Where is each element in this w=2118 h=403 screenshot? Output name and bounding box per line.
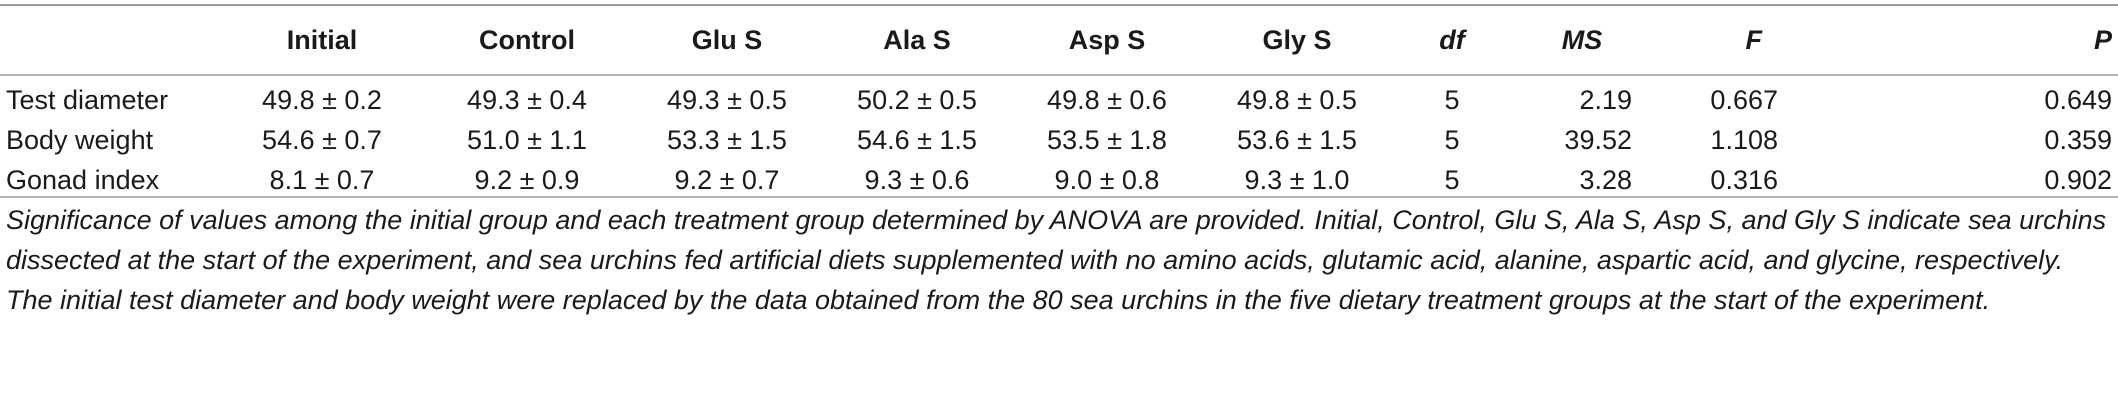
cell-control: 9.2 ± 0.9 <box>474 164 580 195</box>
table-top-rule <box>0 4 2118 6</box>
cell-ala-s: 54.6 ± 1.5 <box>857 124 977 155</box>
cell-f: 1.108 <box>1710 124 1778 155</box>
header-control: Control <box>479 24 575 55</box>
cell-asp-s: 9.0 ± 0.8 <box>1054 164 1160 195</box>
cell-df: 5 <box>1444 84 1460 115</box>
header-f: F <box>1745 24 1763 55</box>
header-asp-s: Asp S <box>1068 24 1146 55</box>
cell-p: 0.649 <box>2044 84 2112 115</box>
header-df: df <box>1439 24 1465 55</box>
cell-p: 0.902 <box>2044 164 2112 195</box>
header-glu-s: Glu S <box>691 24 763 55</box>
cell-control: 49.3 ± 0.4 <box>467 84 587 115</box>
cell-gly-s: 53.6 ± 1.5 <box>1237 124 1357 155</box>
cell-ms: 39.52 <box>1564 124 1632 155</box>
row-label: Body weight <box>6 124 154 155</box>
header-ms: MS <box>1561 24 1603 55</box>
table-row-gonad-index: Gonad index 8.1 ± 0.7 9.2 ± 0.9 9.2 ± 0.… <box>0 160 2118 200</box>
cell-ms: 2.19 <box>1579 84 1632 115</box>
header-ala-s: Ala S <box>883 24 951 55</box>
header-initial: Initial <box>286 24 358 55</box>
anova-table: Initial Control Glu S Ala S Asp S Gly S … <box>0 6 2118 200</box>
cell-ala-s: 50.2 ± 0.5 <box>857 84 977 115</box>
cell-df: 5 <box>1444 164 1460 195</box>
cell-initial: 49.8 ± 0.2 <box>262 84 382 115</box>
header-divider-rule <box>0 74 2118 76</box>
cell-asp-s: 49.8 ± 0.6 <box>1047 84 1167 115</box>
cell-control: 51.0 ± 1.1 <box>467 124 587 155</box>
cell-glu-s: 53.3 ± 1.5 <box>667 124 787 155</box>
header-p: P <box>2093 24 2112 55</box>
cell-glu-s: 49.3 ± 0.5 <box>667 84 787 115</box>
header-row-label <box>0 6 222 74</box>
cell-df: 5 <box>1444 124 1460 155</box>
header-gly-s: Gly S <box>1262 24 1332 55</box>
table-row-body-weight: Body weight 54.6 ± 0.7 51.0 ± 1.1 53.3 ±… <box>0 120 2118 160</box>
table-header-row: Initial Control Glu S Ala S Asp S Gly S … <box>0 6 2118 74</box>
row-label: Test diameter <box>6 84 169 115</box>
cell-asp-s: 53.5 ± 1.8 <box>1047 124 1167 155</box>
cell-initial: 54.6 ± 0.7 <box>262 124 382 155</box>
cell-ms: 3.28 <box>1579 164 1632 195</box>
cell-gly-s: 49.8 ± 0.5 <box>1237 84 1357 115</box>
table-bottom-rule <box>0 196 2118 198</box>
cell-ala-s: 9.3 ± 0.6 <box>864 164 970 195</box>
cell-p: 0.359 <box>2044 124 2112 155</box>
row-label: Gonad index <box>6 164 160 195</box>
cell-gly-s: 9.3 ± 1.0 <box>1244 164 1350 195</box>
cell-initial: 8.1 ± 0.7 <box>269 164 375 195</box>
cell-f: 0.667 <box>1710 84 1778 115</box>
cell-glu-s: 9.2 ± 0.7 <box>674 164 780 195</box>
cell-f: 0.316 <box>1710 164 1778 195</box>
table-footnote: Significance of values among the initial… <box>6 205 2107 315</box>
table-row-test-diameter: Test diameter 49.8 ± 0.2 49.3 ± 0.4 49.3… <box>0 74 2118 120</box>
